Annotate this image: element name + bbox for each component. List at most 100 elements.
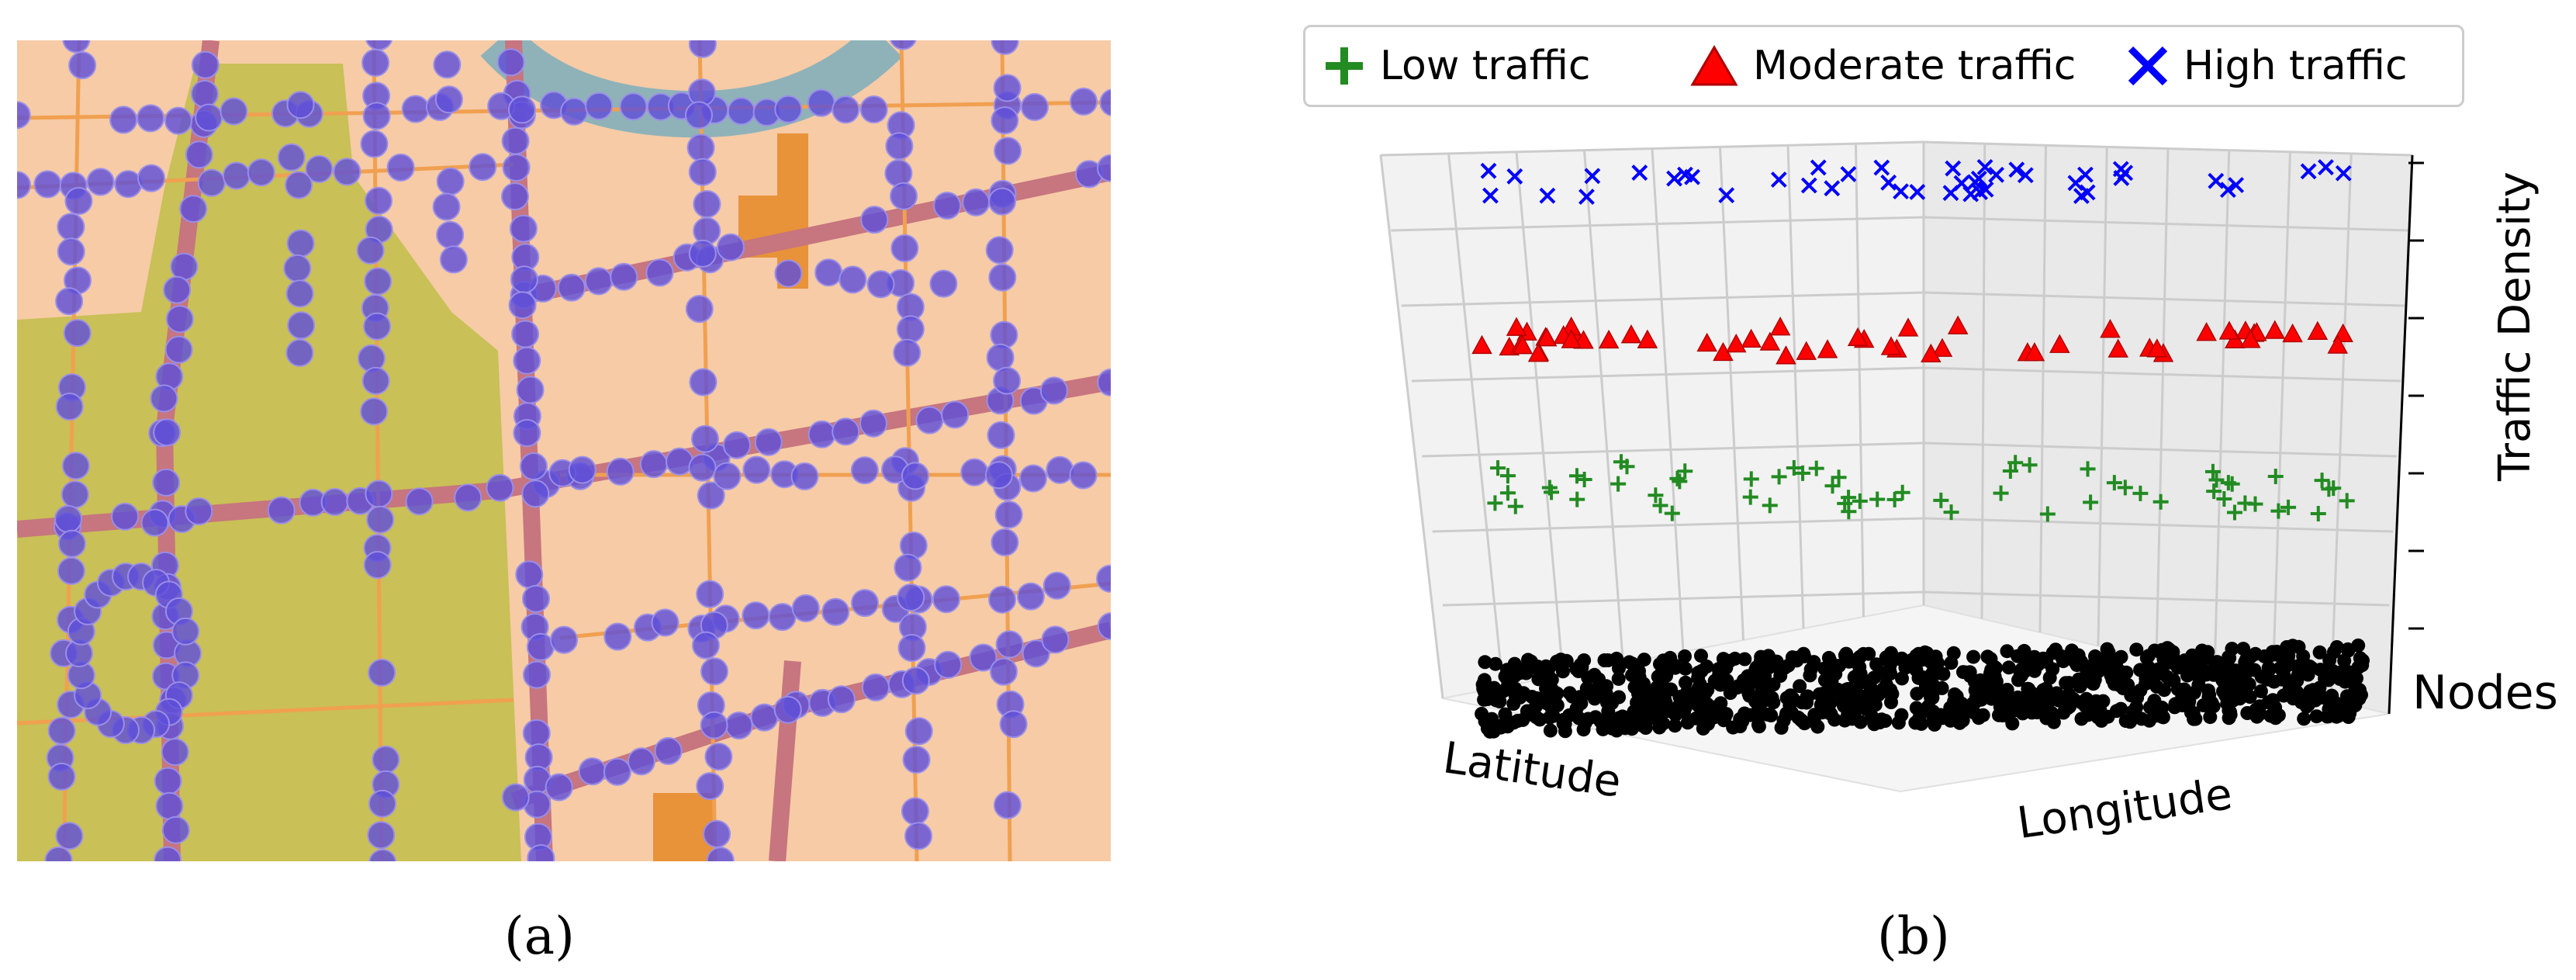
node-point [1926,685,1941,700]
map-node-marker [654,736,683,765]
low-traffic-point [2083,494,2099,511]
node-point [1831,682,1845,697]
map-node-marker [47,762,76,791]
node-point [2281,656,2296,671]
map-node-marker [286,229,315,258]
map-node-marker [501,783,530,812]
map-node-marker [501,182,529,211]
triangle-icon [1690,45,1738,86]
low-traffic-point [1795,465,1811,481]
map-node-marker [727,97,756,126]
low-traffic-point [1786,459,1802,476]
map-node-marker [904,822,932,850]
node-point [2114,649,2128,664]
map-node-marker [929,269,958,298]
low-traffic-point [2267,468,2284,484]
node-point [1749,694,1764,708]
low-traffic-point [1943,504,1959,521]
map-node-marker [962,188,991,216]
map-node-marker [195,103,223,132]
map-node-marker [885,132,914,161]
node-point [1546,708,1561,723]
map-node-marker [54,504,82,533]
map-node-marker [902,746,931,774]
map-node-marker [496,48,525,77]
map-node-marker [984,461,1013,490]
high-traffic-point [2008,161,2025,178]
map-node-marker [386,153,415,182]
map-node-marker [305,154,334,183]
map-node-marker [510,265,538,294]
high-traffic-point [1880,174,1897,191]
node-point [2129,642,2144,657]
map-node-marker [153,418,182,447]
legend-label: Moderate traffic [1753,43,2076,89]
node-point [2166,674,2181,687]
scatter-3d-chart [1379,140,2424,793]
map-node-marker [55,287,84,316]
node-point [2177,682,2191,697]
node-point [1853,667,1868,681]
node-point [1874,712,1889,727]
low-traffic-point [1664,505,1680,521]
low-traffic-point [1837,495,1853,511]
node-point [1949,689,1964,704]
node-point [1748,662,1763,677]
map-node-marker [140,508,169,537]
high-traffic-point [2318,159,2334,175]
low-traffic-point [1648,487,1664,504]
map-node-marker [933,192,962,220]
moderate-traffic-point [1561,329,1582,348]
map-node-marker [723,431,751,459]
map-node-marker [704,743,733,771]
low-traffic-point [2339,493,2355,509]
map-node-marker [154,767,182,795]
high-traffic-point [1953,175,1970,192]
map-node-marker [994,137,1022,165]
map-node-marker [44,846,73,861]
node-point [1533,712,1547,727]
map-node-marker [988,187,1016,216]
low-traffic-point [2216,490,2232,507]
map-node-marker [545,773,573,802]
moderate-traffic-point [1897,317,1919,337]
gridlines [1379,140,2414,715]
high-traffic-point [1873,159,1890,176]
map-node-marker [137,164,165,192]
map-node-marker [469,153,497,182]
node-point [1694,663,1709,678]
node-point [2312,645,2327,660]
node-point [2241,660,2256,674]
node-point [2228,663,2242,678]
map-node-marker [164,335,193,364]
node-point [1713,677,1727,692]
node-point [1696,721,1710,736]
map-node-marker [696,580,724,608]
map-node-marker [993,74,1022,102]
node-point [1694,649,1708,663]
low-traffic-point [2325,480,2342,497]
map-node-marker [267,496,296,525]
map-node-marker [585,92,614,120]
series-moderate-traffic [1471,315,2353,365]
map-node-marker [850,456,879,485]
map-node-marker [1097,154,1111,182]
map-node-marker [606,457,634,486]
map-node-marker [357,344,386,372]
map-node-marker [941,400,970,429]
map-node-marker [356,236,385,265]
map-node-marker [368,789,396,818]
low-traffic-point [2310,506,2326,522]
x-icon [2128,46,2168,86]
map-node-marker [179,195,208,223]
node-point [1807,708,1822,722]
gridline [1411,366,1924,383]
low-traffic-point [1824,478,1841,494]
map-node-marker [523,660,551,689]
node-point [1817,673,1832,687]
high-traffic-point [1977,181,1994,198]
map-node-marker [991,40,1019,55]
node-point [2101,647,2115,662]
node-point [1879,650,1893,665]
node-point [1655,666,1669,680]
